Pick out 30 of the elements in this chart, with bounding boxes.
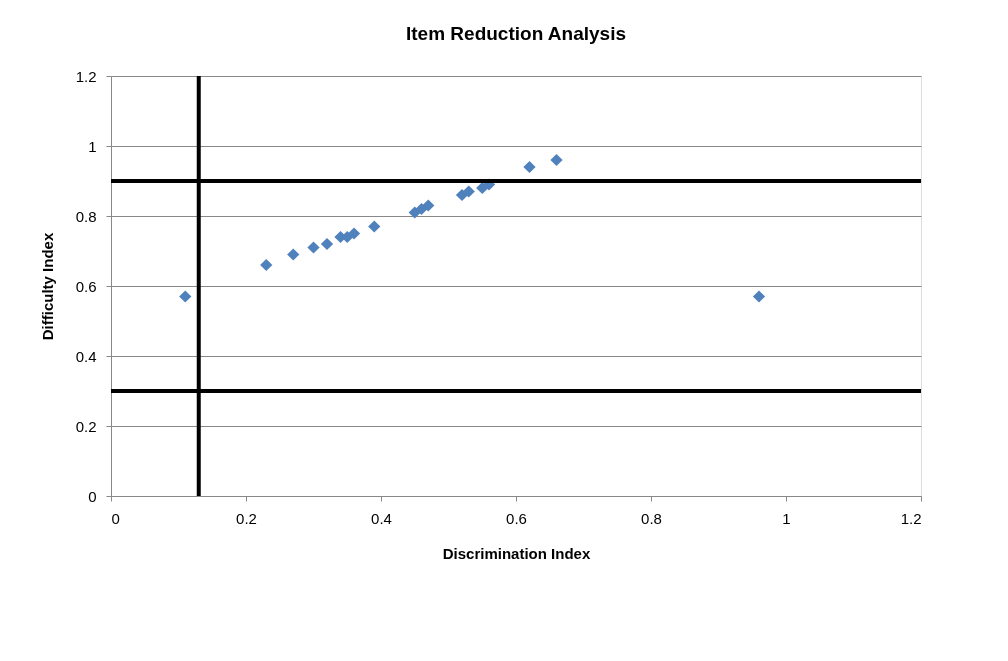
point [260,258,273,272]
y-tick-label: 0.8 [75,207,97,225]
point [347,227,361,240]
point [523,160,536,174]
y-tick-label: 0.2 [75,417,97,435]
y-tick-label: 1.2 [75,67,97,85]
y-axis-title: Difficulty Index [38,232,56,341]
x-tick-label: 0.6 [506,509,527,527]
x-tick-label: 0.2 [236,509,257,527]
x-tick-label: 0 [111,509,120,527]
point [368,220,381,233]
point [455,188,469,202]
y-tick-label: 0.6 [75,277,97,295]
x-tick-label: 1.2 [900,509,922,527]
point [550,153,563,167]
x-tick-label: 1 [782,509,791,527]
point [320,237,334,251]
point [462,185,475,198]
y-tick-label: 0.4 [75,347,97,365]
y-tick-label: 1 [88,137,97,155]
point [179,290,192,303]
x-tick-label: 0.8 [641,509,662,527]
x-tick-label: 0.4 [371,509,392,527]
y-tick-label: 0 [88,487,97,505]
x-axis-title: Discrimination Index [442,544,591,562]
chart-title: Item Reduction Analysis [406,23,626,44]
point [287,248,300,261]
point [752,290,766,303]
point [307,241,320,254]
point [422,199,435,212]
